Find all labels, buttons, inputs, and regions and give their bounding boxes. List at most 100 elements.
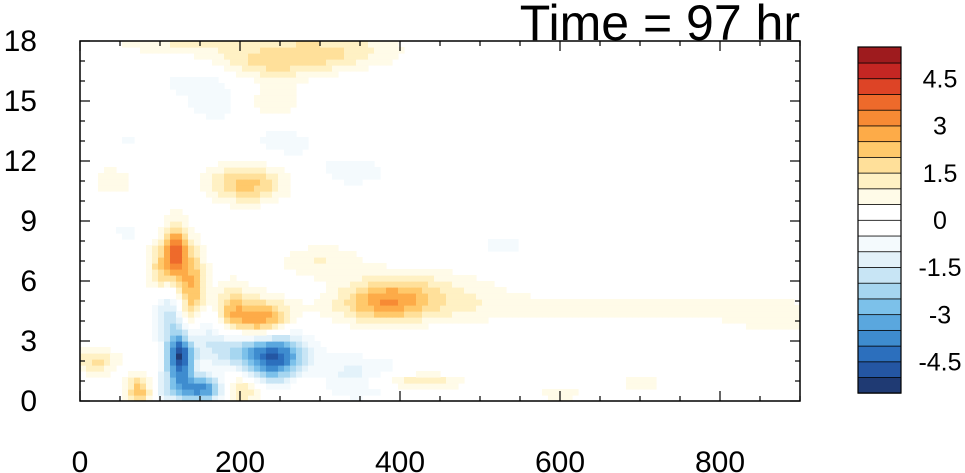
field-cell: [308, 41, 315, 48]
field-cell: [422, 293, 429, 300]
field-cell: [458, 311, 465, 318]
field-cell: [314, 269, 321, 276]
field-cell: [164, 317, 171, 324]
field-cell: [278, 185, 285, 192]
field-cell: [200, 251, 207, 258]
field-cell: [164, 245, 171, 252]
field-cell: [770, 305, 777, 312]
field-cell: [344, 311, 351, 318]
field-cell: [290, 131, 297, 138]
field-cell: [302, 77, 309, 84]
field-cell: [230, 293, 237, 300]
field-cell: [380, 299, 387, 306]
field-cell: [380, 59, 387, 66]
field-cell: [266, 173, 273, 180]
field-cell: [146, 257, 153, 264]
field-cell: [194, 47, 201, 54]
field-cell: [236, 179, 243, 186]
field-cell: [182, 299, 189, 306]
field-cell: [194, 95, 201, 102]
field-cell: [200, 287, 207, 294]
field-cell: [500, 239, 507, 246]
field-cell: [266, 101, 273, 108]
field-cell: [746, 311, 753, 318]
field-cell: [356, 293, 363, 300]
field-cell: [464, 281, 471, 288]
field-cell: [170, 299, 177, 306]
field-cell: [224, 167, 231, 174]
field-cell: [224, 353, 231, 360]
field-cell: [770, 311, 777, 318]
field-cell: [566, 305, 573, 312]
field-cell: [212, 299, 219, 306]
field-cell: [500, 299, 507, 306]
field-cell: [338, 287, 345, 294]
field-cell: [284, 71, 291, 78]
field-cell: [182, 371, 189, 378]
field-cell: [278, 77, 285, 84]
field-cell: [194, 389, 201, 396]
field-cell: [782, 305, 789, 312]
field-cell: [560, 389, 567, 396]
field-cell: [200, 263, 207, 270]
field-cell: [404, 317, 411, 324]
colorbar-label: -1.5: [918, 254, 961, 282]
field-cell: [740, 317, 747, 324]
field-cell: [356, 179, 363, 186]
field-cell: [266, 197, 273, 204]
field-cell: [224, 197, 231, 204]
field-cell: [158, 263, 165, 270]
field-cell: [104, 353, 111, 360]
field-cell: [236, 173, 243, 180]
field-cell: [782, 299, 789, 306]
field-cell: [194, 233, 201, 240]
field-cell: [242, 71, 249, 78]
field-cell: [308, 263, 315, 270]
field-cell: [716, 305, 723, 312]
field-cell: [434, 377, 441, 384]
field-cell: [200, 323, 207, 330]
field-cell: [218, 83, 225, 90]
field-cell: [236, 47, 243, 54]
field-cell: [140, 395, 147, 401]
field-cell: [122, 173, 129, 180]
colorbar-swatch: [857, 376, 902, 394]
field-cell: [434, 371, 441, 378]
field-cell: [92, 365, 99, 372]
field-cell: [260, 191, 267, 198]
field-cell: [782, 311, 789, 318]
field-cell: [416, 317, 423, 324]
field-cell: [194, 101, 201, 108]
field-cell: [428, 383, 435, 390]
field-cell: [218, 53, 225, 60]
field-cell: [224, 107, 231, 114]
field-cell: [410, 281, 417, 288]
field-cell: [260, 341, 267, 348]
field-cell: [92, 347, 99, 354]
field-cell: [782, 317, 789, 324]
field-cell: [650, 383, 657, 390]
field-cell: [212, 179, 219, 186]
field-cell: [284, 173, 291, 180]
field-cell: [200, 185, 207, 192]
field-cell: [392, 41, 399, 48]
field-cell: [182, 245, 189, 252]
field-cell: [284, 371, 291, 378]
field-cell: [434, 293, 441, 300]
field-cell: [242, 323, 249, 330]
field-cell: [404, 287, 411, 294]
field-cell: [158, 347, 165, 354]
field-cell: [260, 359, 267, 366]
field-cell: [134, 389, 141, 396]
field-cell: [152, 317, 159, 324]
field-cell: [272, 185, 279, 192]
field-cell: [338, 305, 345, 312]
field-cell: [176, 353, 183, 360]
y-tick-label: 9: [20, 205, 37, 238]
field-cell: [392, 305, 399, 312]
field-cell: [278, 89, 285, 96]
field-cell: [392, 269, 399, 276]
field-cell: [206, 101, 213, 108]
field-cell: [650, 377, 657, 384]
field-cell: [512, 239, 519, 246]
